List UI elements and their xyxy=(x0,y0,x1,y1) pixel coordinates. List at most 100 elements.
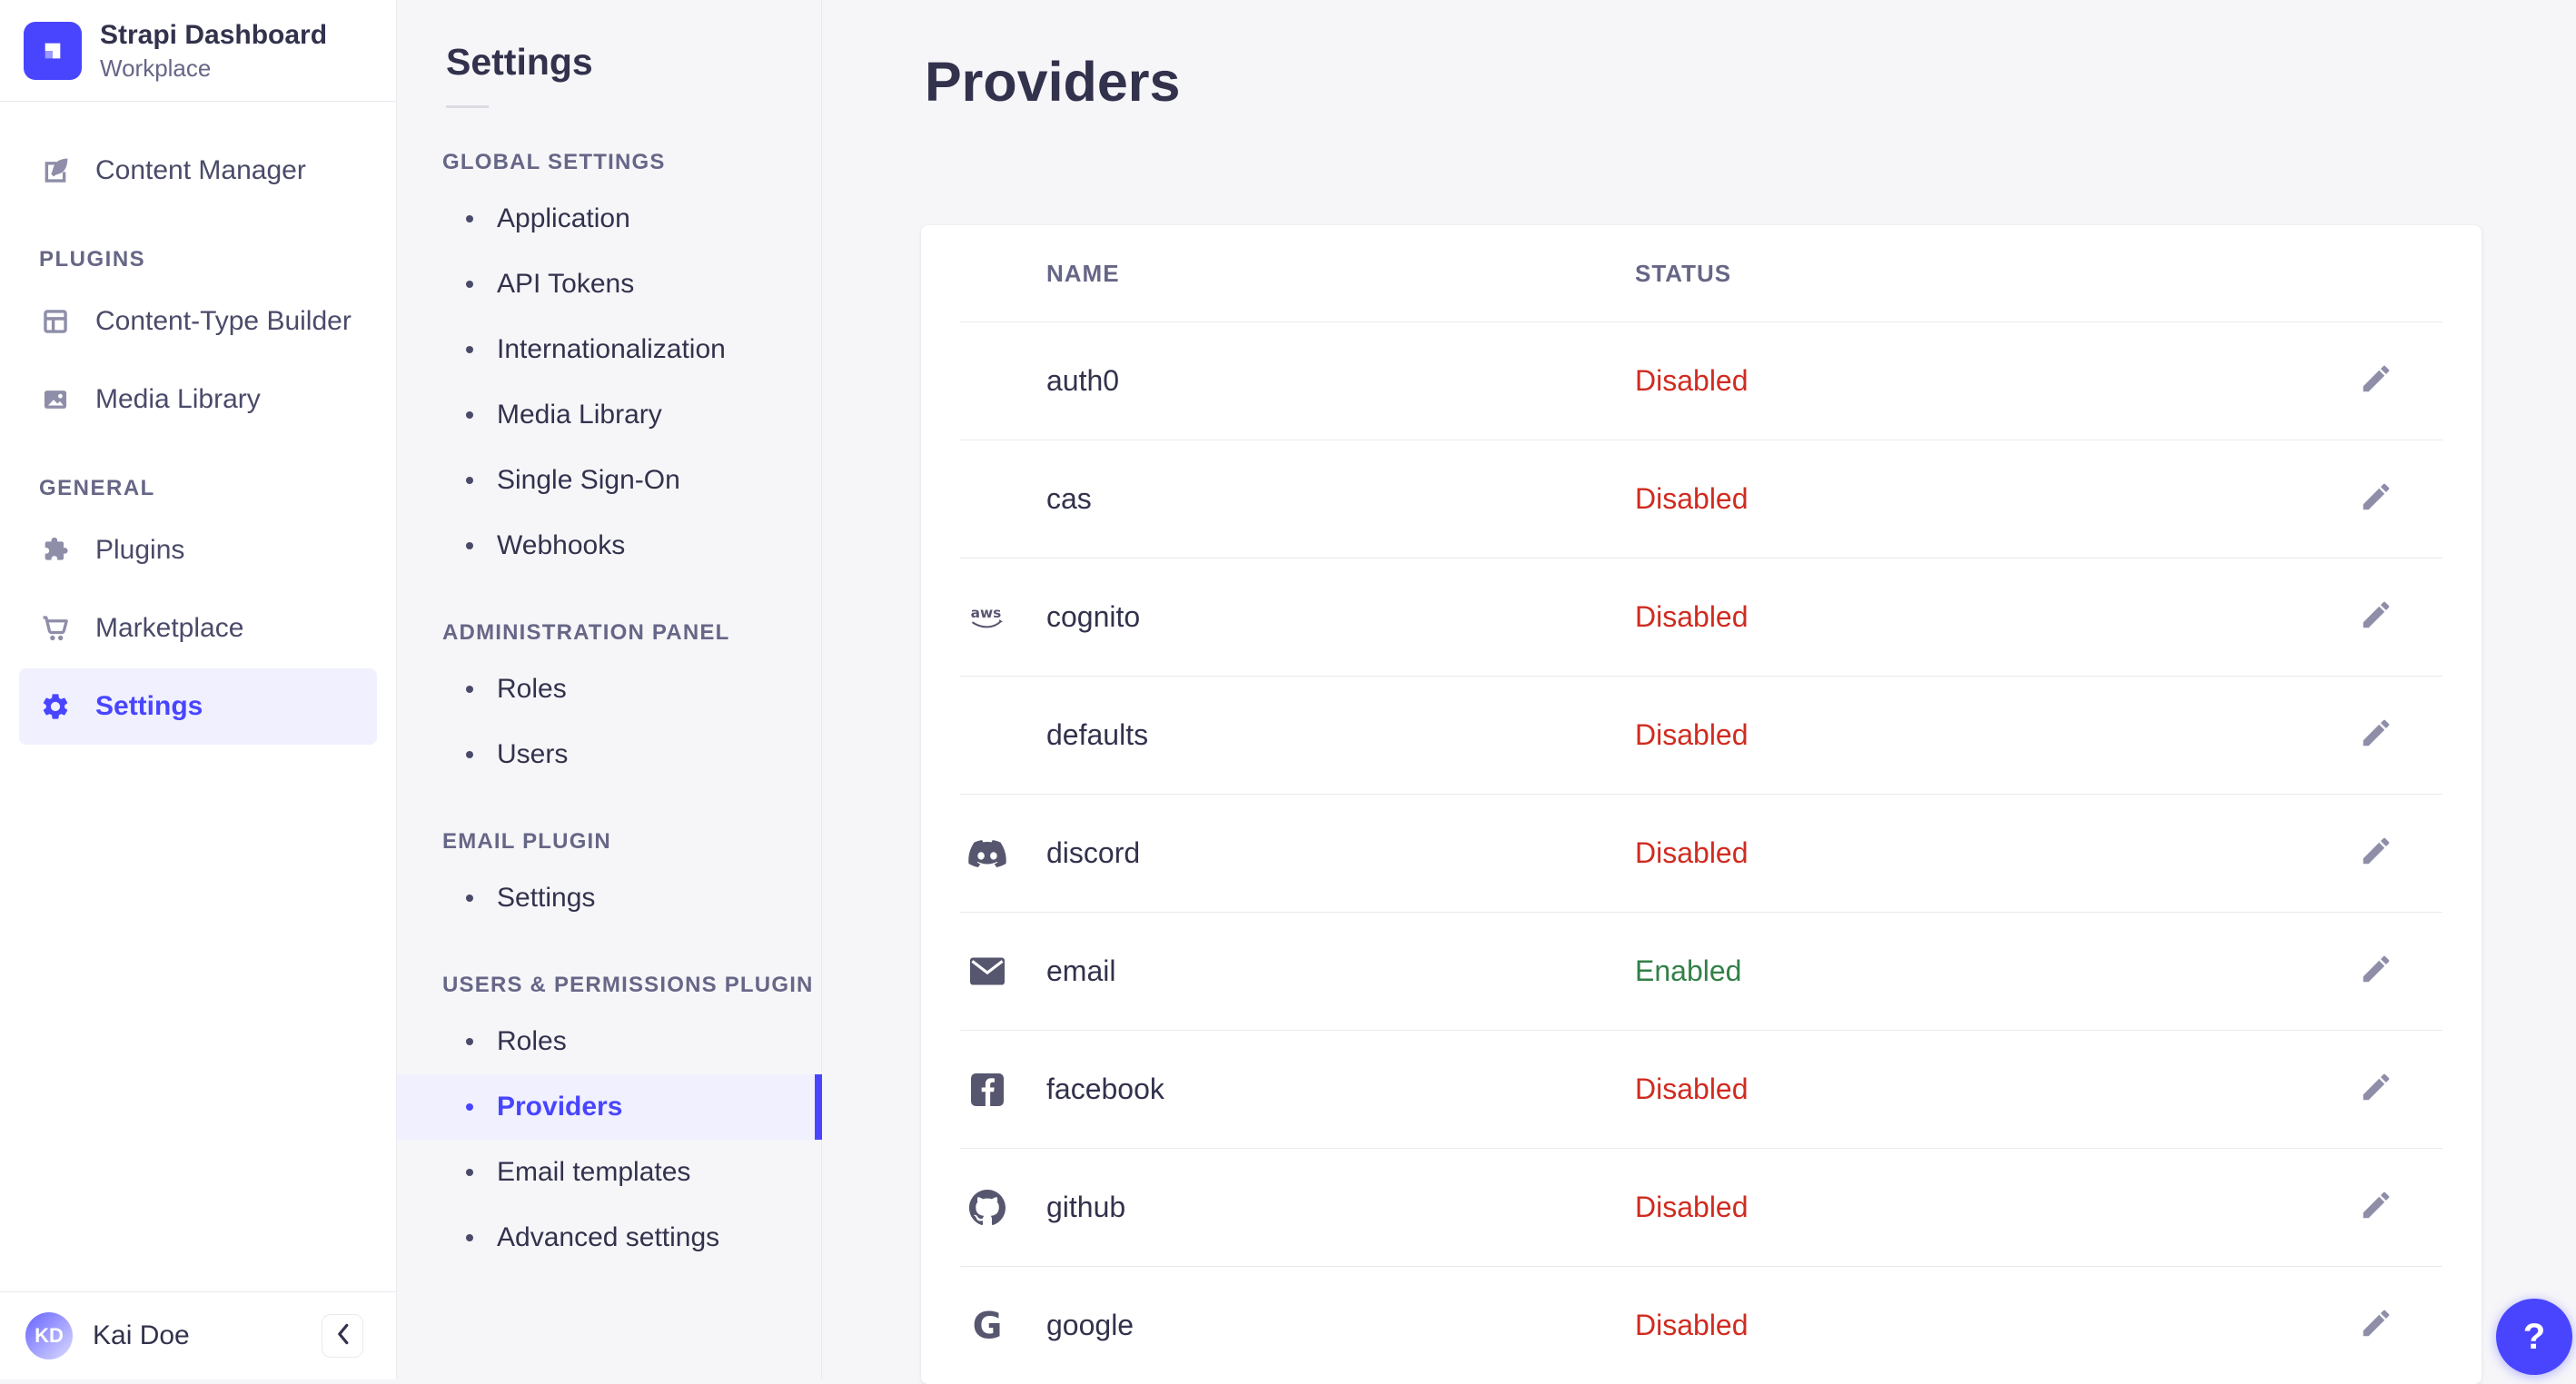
subnav-item-label: Providers xyxy=(497,1092,622,1122)
subnav-item-label: Media Library xyxy=(497,400,662,430)
collapse-sidebar-button[interactable] xyxy=(322,1314,363,1358)
user-name: Kai Doe xyxy=(93,1320,190,1351)
facebook-icon xyxy=(966,1073,1007,1106)
subnav-item-api-tokens[interactable]: API Tokens xyxy=(397,252,821,317)
provider-name: cognito xyxy=(1046,600,1635,634)
subnav-item-advanced-settings[interactable]: Advanced settings xyxy=(397,1205,821,1270)
provider-name: defaults xyxy=(1046,718,1635,752)
provider-row-defaults[interactable]: defaults Disabled xyxy=(960,676,2442,794)
pencil-icon xyxy=(2359,361,2393,400)
help-button[interactable]: ? xyxy=(2496,1299,2572,1375)
gear-icon xyxy=(39,690,72,723)
subnav-item-application[interactable]: Application xyxy=(397,186,821,252)
subnav-item-label: Advanced settings xyxy=(497,1222,719,1253)
sidebar-item-label: Media Library xyxy=(95,384,261,415)
google-icon: G xyxy=(966,1308,1007,1344)
status-badge: Disabled xyxy=(1635,364,2356,398)
settings-subnav: Settings GLOBAL SETTINGS Application API… xyxy=(397,0,822,1379)
subnav-item-label: Settings xyxy=(497,883,595,914)
question-mark-icon: ? xyxy=(2523,1317,2545,1358)
column-header-name: NAME xyxy=(1046,260,1635,288)
edit-provider-button[interactable] xyxy=(2356,1188,2396,1228)
provider-row-discord[interactable]: discord Disabled xyxy=(960,794,2442,912)
provider-row-google[interactable]: G google Disabled xyxy=(960,1266,2442,1384)
sidebar-section-general: GENERAL xyxy=(39,476,377,501)
subnav-item-providers[interactable]: Providers xyxy=(397,1074,821,1140)
provider-name: google xyxy=(1046,1309,1635,1342)
providers-table: NAME STATUS auth0 Disabled cas Disabled xyxy=(921,225,2482,1384)
sidebar-item-content-manager[interactable]: Content Manager xyxy=(19,133,377,209)
subnav-item-label: Roles xyxy=(497,1026,567,1057)
sidebar-item-media-library[interactable]: Media Library xyxy=(19,361,377,438)
edit-provider-button[interactable] xyxy=(2356,479,2396,519)
sidebar-item-settings[interactable]: Settings xyxy=(19,668,377,745)
edit-provider-button[interactable] xyxy=(2356,361,2396,401)
status-badge: Disabled xyxy=(1635,1073,2356,1106)
sidebar-item-label: Plugins xyxy=(95,535,184,566)
provider-name: github xyxy=(1046,1191,1635,1224)
subnav-item-label: Application xyxy=(497,203,630,234)
provider-name: email xyxy=(1046,954,1635,988)
edit-provider-button[interactable] xyxy=(2356,598,2396,638)
sidebar-item-content-type-builder[interactable]: Content-Type Builder xyxy=(19,283,377,360)
svg-text:G: G xyxy=(972,1308,1002,1344)
subnav-item-internationalization[interactable]: Internationalization xyxy=(397,317,821,382)
edit-provider-button[interactable] xyxy=(2356,716,2396,756)
brand: Strapi Dashboard Workplace xyxy=(0,0,396,102)
status-badge: Disabled xyxy=(1635,718,2356,752)
subnav-item-email-settings[interactable]: Settings xyxy=(397,865,821,931)
provider-row-cas[interactable]: cas Disabled xyxy=(960,440,2442,558)
provider-row-cognito[interactable]: aws cognito Disabled xyxy=(960,558,2442,676)
status-badge: Disabled xyxy=(1635,482,2356,516)
pencil-icon xyxy=(2359,834,2393,873)
provider-name: cas xyxy=(1046,482,1635,516)
subnav-item-label: API Tokens xyxy=(497,269,634,300)
sidebar-item-label: Settings xyxy=(95,691,203,722)
edit-provider-button[interactable] xyxy=(2356,952,2396,992)
puzzle-icon xyxy=(39,534,72,567)
status-badge: Enabled xyxy=(1635,954,2356,988)
subnav-title: Settings xyxy=(446,41,821,84)
app-title: Strapi Dashboard xyxy=(100,19,327,52)
subnav-item-admin-roles[interactable]: Roles xyxy=(397,657,821,722)
status-badge: Disabled xyxy=(1635,600,2356,634)
subnav-item-label: Roles xyxy=(497,674,567,705)
edit-provider-button[interactable] xyxy=(2356,1070,2396,1110)
sidebar-item-marketplace[interactable]: Marketplace xyxy=(19,590,377,667)
sidebar-section-plugins: PLUGINS xyxy=(39,247,377,272)
main-sidebar: Strapi Dashboard Workplace Content Manag… xyxy=(0,0,397,1379)
sidebar-nav: Content Manager PLUGINS Content-Type Bui… xyxy=(0,102,396,745)
pencil-icon xyxy=(2359,716,2393,755)
provider-row-github[interactable]: github Disabled xyxy=(960,1148,2442,1266)
column-header-status: STATUS xyxy=(1635,260,1731,288)
provider-row-facebook[interactable]: facebook Disabled xyxy=(960,1030,2442,1148)
subnav-item-up-roles[interactable]: Roles xyxy=(397,1009,821,1074)
chevron-left-icon xyxy=(335,1322,350,1350)
content-type-builder-icon xyxy=(39,305,72,338)
pencil-icon xyxy=(2359,1306,2393,1345)
sidebar-item-label: Content-Type Builder xyxy=(95,306,352,337)
subnav-title-divider xyxy=(446,105,489,108)
sidebar-item-label: Content Manager xyxy=(95,155,306,186)
subnav-item-label: Email templates xyxy=(497,1157,690,1188)
edit-provider-button[interactable] xyxy=(2356,1306,2396,1346)
sidebar-item-plugins[interactable]: Plugins xyxy=(19,512,377,588)
cart-icon xyxy=(39,612,72,645)
provider-row-email[interactable]: email Enabled xyxy=(960,912,2442,1030)
github-icon xyxy=(966,1190,1007,1226)
subnav-section-global-settings: GLOBAL SETTINGS xyxy=(442,150,821,175)
subnav-item-admin-users[interactable]: Users xyxy=(397,722,821,787)
subnav-item-webhooks[interactable]: Webhooks xyxy=(397,513,821,578)
provider-row-auth0[interactable]: auth0 Disabled xyxy=(960,321,2442,440)
subnav-item-single-sign-on[interactable]: Single Sign-On xyxy=(397,448,821,513)
status-badge: Disabled xyxy=(1635,836,2356,870)
page-title: Providers xyxy=(925,47,2482,116)
subnav-item-email-templates[interactable]: Email templates xyxy=(397,1140,821,1205)
pencil-icon xyxy=(2359,598,2393,637)
status-badge: Disabled xyxy=(1635,1309,2356,1342)
pencil-icon xyxy=(2359,952,2393,991)
provider-name: facebook xyxy=(1046,1073,1635,1106)
edit-provider-button[interactable] xyxy=(2356,834,2396,874)
subnav-item-media-library[interactable]: Media Library xyxy=(397,382,821,448)
envelope-icon xyxy=(966,957,1007,985)
